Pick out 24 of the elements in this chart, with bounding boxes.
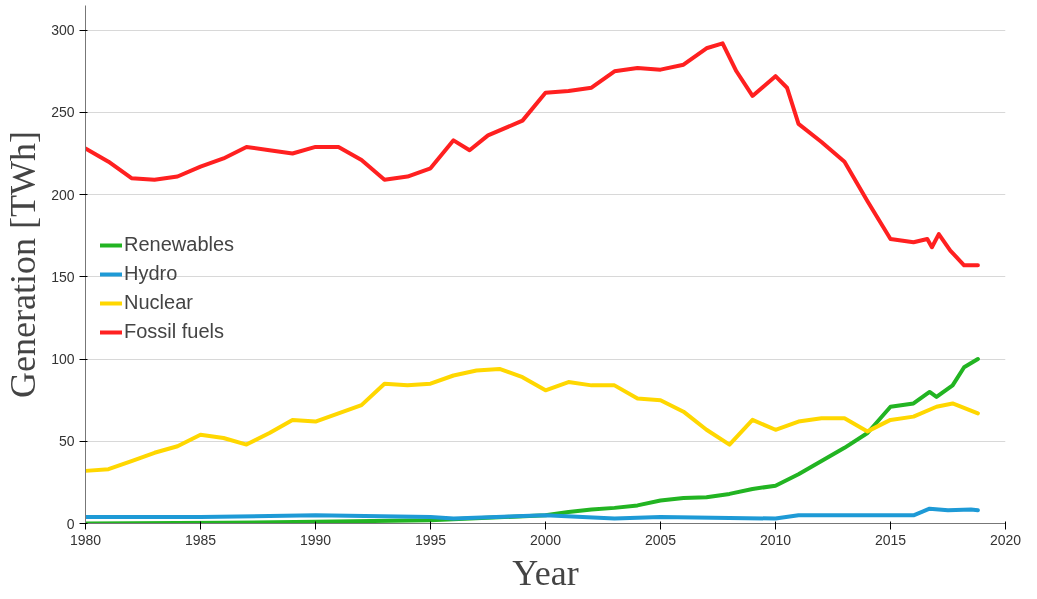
line-series — [85, 506, 980, 521]
legend-label: Fossil fuels — [124, 320, 225, 343]
y-tick-label: 0 — [66, 515, 75, 532]
x-tick-label: 1990 — [299, 531, 332, 548]
y-tick-label: 100 — [51, 351, 75, 368]
y-tick-label: 50 — [58, 433, 75, 450]
x-tick-label: 1995 — [414, 531, 447, 548]
x-tick-label: 2015 — [874, 531, 907, 548]
y-axis-title: Generation [TWh] — [3, 131, 44, 398]
y-tick-label: 250 — [51, 104, 75, 121]
y-tick-label: 300 — [51, 22, 75, 39]
x-tick-label: 2000 — [529, 531, 562, 548]
y-tick-label: 200 — [51, 186, 75, 203]
legend-label: Nuclear — [124, 291, 193, 314]
legend-label: Renewables — [124, 233, 235, 256]
x-tick-label: 2010 — [759, 531, 792, 548]
x-tick-label: 2020 — [989, 531, 1022, 548]
x-tick-label: 1980 — [69, 531, 102, 548]
y-tick-label: 150 — [51, 268, 75, 285]
x-tick-label: 2005 — [644, 531, 677, 548]
x-axis-title: Year — [512, 552, 579, 593]
line-series — [85, 366, 980, 473]
legend-label: Hydro — [124, 262, 178, 285]
x-tick-label: 1985 — [184, 531, 217, 548]
